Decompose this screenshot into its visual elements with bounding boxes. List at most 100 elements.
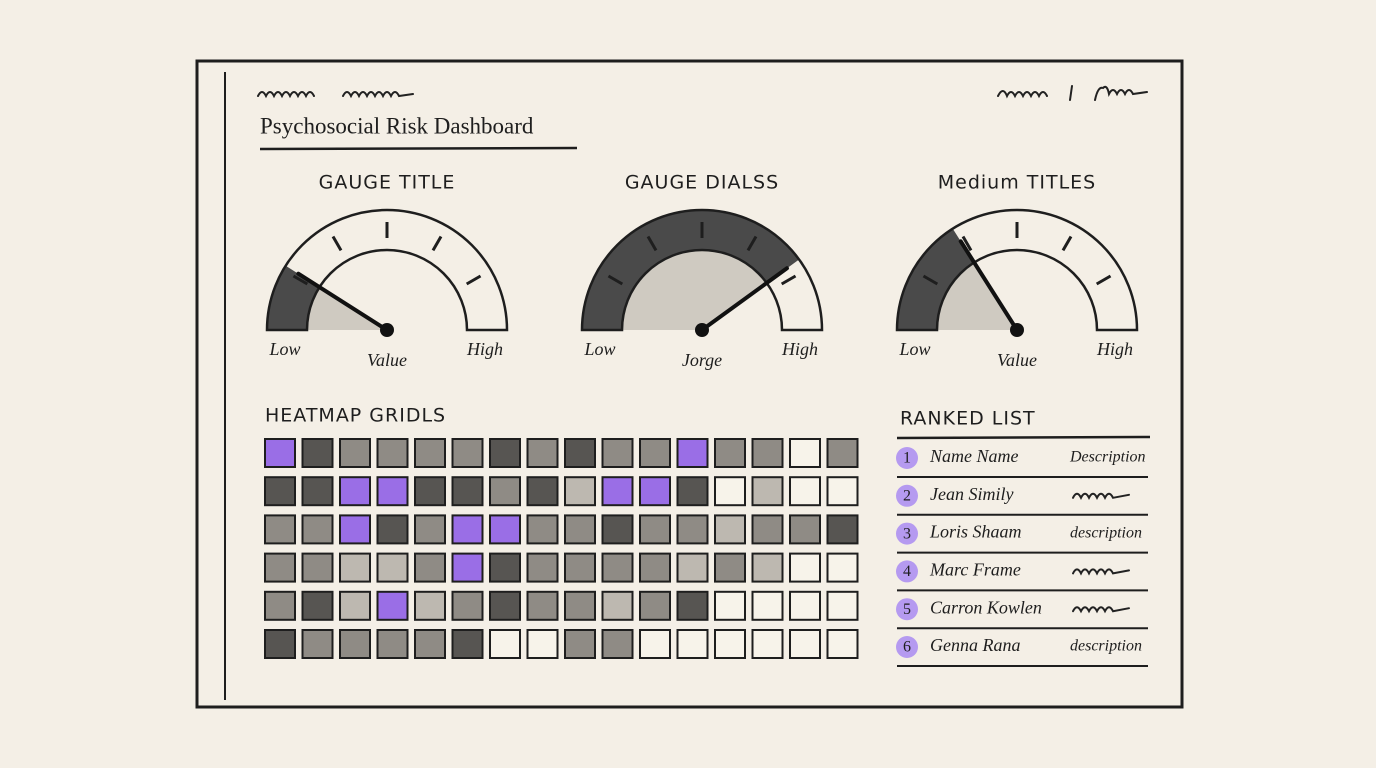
heatmap-cell	[376, 514, 409, 545]
gauge-hub	[695, 323, 709, 337]
rank-name: Carron Kowlen	[930, 597, 1042, 617]
heatmap-cell	[826, 629, 859, 659]
heatmap-cell	[789, 476, 821, 507]
heatmap-cell	[601, 514, 634, 545]
rank-name: Name Name	[929, 446, 1019, 466]
heatmap-cell	[339, 552, 371, 583]
heatmap-cell	[264, 476, 296, 507]
heatmap-cell	[376, 552, 409, 583]
heatmap-cell	[601, 476, 634, 507]
heatmap-cell	[339, 590, 371, 621]
heatmap-cell	[339, 514, 371, 545]
heatmap-cell	[526, 514, 559, 545]
gauge-low: Low	[268, 339, 300, 359]
heatmap-cell	[714, 552, 746, 583]
heatmap-cell	[451, 438, 484, 468]
title-underline	[259, 146, 578, 151]
heatmap-cell	[789, 552, 821, 583]
gauge-tick	[331, 235, 343, 252]
heatmap-cell	[564, 629, 596, 659]
gauge-hub	[380, 323, 394, 337]
heatmap-cell	[676, 629, 709, 659]
heatmap-cell	[526, 552, 559, 583]
heatmap-cell	[376, 590, 409, 621]
gauge-tick	[292, 274, 309, 286]
heatmap-cell	[414, 476, 446, 507]
heatmap-cell	[489, 476, 521, 507]
heatmap-cell	[526, 476, 559, 507]
gauge-high: High	[466, 339, 503, 359]
heatmap-cell	[414, 552, 446, 583]
description-scribble	[1072, 568, 1130, 576]
heatmap-cell	[601, 590, 634, 621]
heatmap-cell	[751, 438, 784, 468]
gauge-tick	[1095, 274, 1112, 286]
heatmap-cell	[489, 590, 521, 621]
gauge-outline	[895, 208, 1139, 332]
heatmap-cell	[451, 552, 484, 583]
heatmap-cell	[489, 438, 521, 468]
heatmap-cell	[564, 590, 596, 621]
heatmap-cell	[526, 590, 559, 621]
gauge-shade	[622, 249, 767, 330]
gauge-value-label: Value	[997, 350, 1037, 370]
gauge-needle	[296, 271, 389, 332]
list-header-line	[896, 435, 1151, 440]
rank-name: Genna Rana	[930, 635, 1020, 655]
description-scribble	[1072, 492, 1130, 501]
gauge-title: Medium TITLES	[938, 172, 1096, 194]
gauge-low: Low	[583, 339, 615, 359]
rank-description: description	[1070, 524, 1142, 541]
heatmap-cell	[264, 629, 296, 659]
heatmap-cell	[751, 514, 784, 545]
gauge-title: GAUGE TITLE	[319, 172, 456, 194]
heatmap-cell	[751, 629, 784, 659]
heatmap-cell	[451, 476, 484, 507]
heatmap-cell	[714, 476, 746, 507]
rank-number: 5	[903, 601, 911, 618]
heatmap-cell	[639, 514, 671, 545]
gauge-high: High	[1096, 339, 1133, 359]
heatmap-cell	[564, 514, 596, 545]
heatmap-cell	[414, 514, 446, 545]
heatmap-cell	[451, 629, 484, 659]
heatmap-cell	[676, 514, 709, 545]
gauge-tick	[922, 274, 939, 286]
gauge-outline	[580, 208, 824, 332]
user-scribble	[997, 85, 1148, 101]
heatmap-cell	[826, 552, 859, 583]
gauge-needle	[700, 266, 789, 332]
heatmap-cell	[676, 590, 709, 621]
heatmap-cell	[789, 629, 821, 659]
heatmap-cell	[751, 552, 784, 583]
gauge-tick	[746, 235, 758, 252]
heatmap-cell	[264, 514, 296, 545]
heatmap-cell	[639, 438, 671, 468]
rank-badge	[896, 447, 918, 469]
heatmap-cell	[564, 552, 596, 583]
gauge-tick	[780, 274, 797, 286]
rank-badge	[896, 522, 918, 545]
heatmap-cell	[376, 476, 409, 507]
dashboard-title: Psychosocial Risk Dashboard	[260, 113, 534, 138]
heatmap-cell	[489, 552, 521, 583]
heatmap-cell	[564, 438, 596, 468]
rank-description: description	[1070, 638, 1142, 655]
rank-badge	[896, 598, 918, 621]
heatmap-cell	[451, 590, 484, 621]
rank-name: Jean Simily	[930, 484, 1013, 504]
frame	[195, 59, 1184, 709]
gauge-fill	[582, 210, 800, 330]
heatmap-cell	[489, 514, 521, 545]
heatmap-cell	[789, 514, 821, 545]
gauge-tick	[1061, 235, 1073, 252]
heatmap-cell	[264, 552, 296, 583]
heatmap-cell	[826, 438, 859, 468]
heatmap-cell	[301, 552, 334, 583]
heatmap-cell	[714, 629, 746, 659]
heatmap-cell	[339, 476, 371, 507]
heatmap-cell	[826, 590, 859, 621]
heatmap-cell	[714, 438, 746, 468]
heatmap-cell	[376, 629, 409, 659]
heatmap-cell	[639, 590, 671, 621]
